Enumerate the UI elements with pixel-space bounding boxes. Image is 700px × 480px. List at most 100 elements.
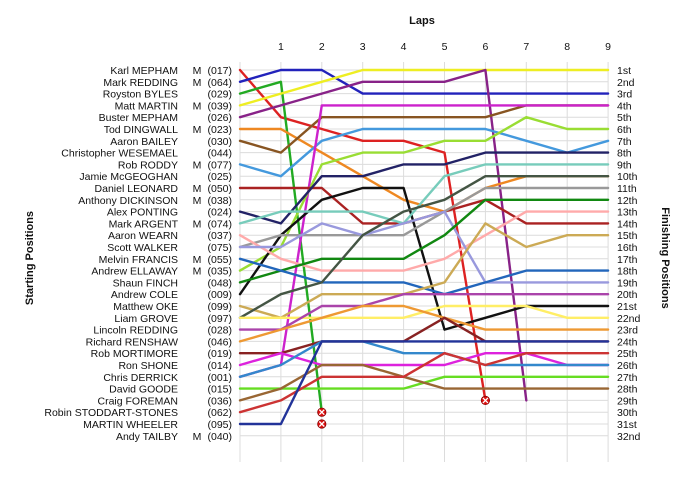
driver-class-label: M [193,431,202,443]
driver-name-label: Anthony DICKINSON [78,195,178,207]
driver-name-label: Matt MARTIN [115,100,178,112]
driver-name-label: Tod DINGWALL [104,124,178,136]
driver-name-label: Mark ARGENT [109,218,179,230]
driver-position-line [238,340,610,426]
finishing-position-label: 20th [617,289,638,301]
driver-number-label: (026) [207,112,232,124]
lap-tick-label: 4 [401,41,407,53]
finishing-position-label: 32nd [617,431,641,443]
driver-class-label: M [193,65,202,77]
finishing-position-label: 8th [617,148,632,160]
driver-class-label: M [193,124,202,136]
driver-name-label: Chris DERRICK [103,372,178,384]
driver-name-label: Shaun FINCH [113,277,178,289]
y-axis-title-left: Starting Positions [24,211,36,305]
driver-number-label: (039) [207,100,232,112]
driver-name-label: Aaron BAILEY [110,136,178,148]
driver-name-label: Lincoln REDDING [93,325,178,337]
driver-number-label: (037) [207,230,232,242]
driver-number-label: (038) [207,195,232,207]
driver-class-label: M [193,183,202,195]
lap-tick-label: 2 [319,41,325,53]
driver-number-label: (048) [207,277,232,289]
lap-tick-label: 5 [442,41,448,53]
finishing-position-label: 4th [617,100,632,112]
retirement-marker [317,407,327,417]
driver-number-label: (097) [207,313,232,325]
driver-class-label: M [193,254,202,266]
driver-number-label: (046) [207,336,232,348]
driver-class-label: M [193,195,202,207]
driver-position-line [238,68,528,402]
driver-name-label: Aaron WEARN [108,230,178,242]
driver-position-line [238,198,610,284]
driver-name-label: Karl MEPHAM [110,65,178,77]
finishing-position-label: 1st [617,65,631,77]
finishing-position-label: 30th [617,407,638,419]
driver-class-label: M [193,159,202,171]
driver-number-label: (044) [207,148,232,160]
finishing-position-label: 15th [617,230,638,242]
driver-name-label: Andrew COLE [111,289,178,301]
finishing-position-label: 12th [617,195,638,207]
finishing-position-label: 26th [617,360,638,372]
finishing-position-label: 22nd [617,313,641,325]
finishing-position-label: 28th [617,384,638,396]
driver-position-line [238,210,610,284]
retirement-marker [317,419,327,429]
driver-name-label: Andy TAILBY [116,431,178,443]
finishing-position-label: 18th [617,266,638,278]
driver-name-label: Andrew ELLAWAY [91,266,178,278]
driver-number-label: (036) [207,395,232,407]
driver-name-label: Scott WALKER [107,242,178,254]
driver-position-line [238,151,610,225]
driver-name-label: MARTIN WHEELER [83,419,178,431]
finishing-position-label: 23rd [617,325,638,337]
driver-class-label: M [193,100,202,112]
driver-number-label: (019) [207,348,232,360]
driver-number-label: (062) [207,407,232,419]
lap-tick-label: 9 [605,41,611,53]
finishing-position-label: 31st [617,419,637,431]
finishing-position-label: 2nd [617,77,635,89]
finishing-position-label: 10th [617,171,638,183]
driver-position-line [238,352,610,414]
finishing-position-label: 5th [617,112,632,124]
driver-number-label: (017) [207,65,232,77]
driver-position-line [238,186,610,331]
driver-name-label: Mark REDDING [103,77,178,89]
driver-name-label: Daniel LEONARD [95,183,179,195]
driver-position-line [238,174,610,319]
lap-ticks: 1 2 3 4 5 6 7 8 9 [278,41,611,53]
driver-position-line [238,352,610,367]
finishing-position-label: 9th [617,159,632,171]
driver-name-label: Melvin FRANCIS [99,254,178,266]
driver-position-line [238,115,610,272]
driver-position-line [238,68,487,402]
driver-name-label: Ron SHONE [118,360,178,372]
lap-tick-label: 3 [360,41,366,53]
finishing-position-label: 27th [617,372,638,384]
driver-name-label: David GOODE [109,384,178,396]
driver-position-line [238,163,610,225]
finishing-labels: 1st2nd3rd4th5th6th7th8th9th10th11th12th1… [617,65,641,443]
finishing-position-label: 14th [617,218,638,230]
finishing-position-label: 21st [617,301,637,313]
lap-tick-label: 7 [523,41,529,53]
finishing-position-label: 24th [617,336,638,348]
driver-name-label: Liam GROVE [114,313,178,325]
driver-number-label: (074) [207,218,232,230]
finishing-position-label: 3rd [617,89,632,101]
finishing-position-label: 13th [617,207,638,219]
driver-number-label: (030) [207,136,232,148]
driver-number-label: (099) [207,301,232,313]
finishing-position-label: 29th [617,395,638,407]
driver-number-label: (015) [207,384,232,396]
y-axis-title-right: Finishing Positions [659,207,671,308]
driver-name-label: Matthew OKE [113,301,178,313]
driver-number-label: (023) [207,124,232,136]
driver-number-label: (055) [207,254,232,266]
driver-position-line [238,222,610,319]
driver-number-label: (024) [207,207,232,219]
lap-tick-label: 8 [564,41,570,53]
